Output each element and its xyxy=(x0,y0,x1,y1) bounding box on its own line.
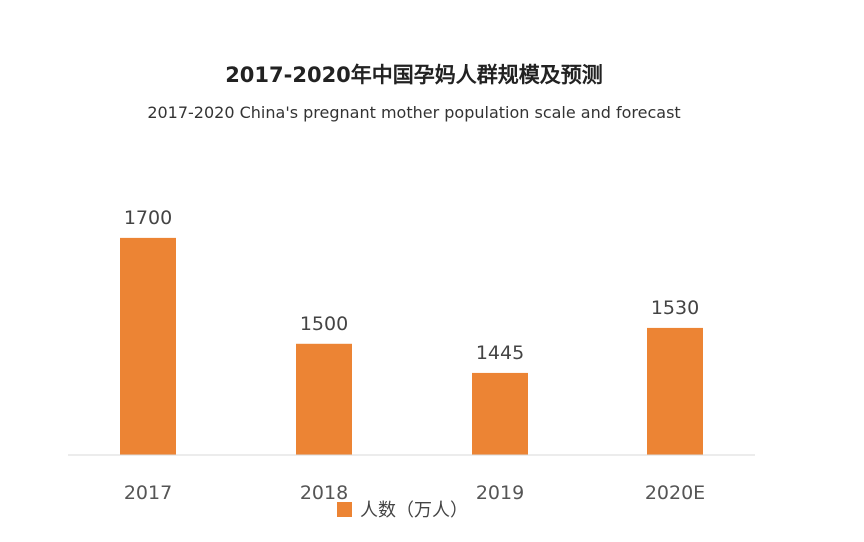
data-label-2019: 1445 xyxy=(476,342,524,364)
data-label-2020e: 1530 xyxy=(651,297,699,319)
x-tick-label-2020e: 2020E xyxy=(645,482,705,504)
data-labels: 1700 1500 1445 1530 xyxy=(124,207,699,364)
bar-2020e xyxy=(647,327,703,455)
x-tick-label-2019: 2019 xyxy=(476,482,524,504)
x-tick-label-2017: 2017 xyxy=(124,482,172,504)
chart-title: 2017-2020年中国孕妈人群规模及预测 xyxy=(225,63,603,87)
bar-2019 xyxy=(472,372,528,455)
data-label-2018: 1500 xyxy=(300,313,348,335)
bar-2018 xyxy=(296,343,352,455)
legend-swatch xyxy=(337,502,352,517)
chart-subtitle: 2017-2020 China's pregnant mother popula… xyxy=(147,103,680,122)
bar-2017 xyxy=(120,237,176,455)
legend-label: 人数（万人） xyxy=(360,500,468,521)
legend: 人数（万人） xyxy=(337,500,468,521)
data-label-2017: 1700 xyxy=(124,207,172,229)
bars xyxy=(120,237,703,455)
x-tick-label-2018: 2018 xyxy=(300,482,348,504)
x-axis-tick-labels: 2017 2018 2019 2020E xyxy=(124,482,705,504)
